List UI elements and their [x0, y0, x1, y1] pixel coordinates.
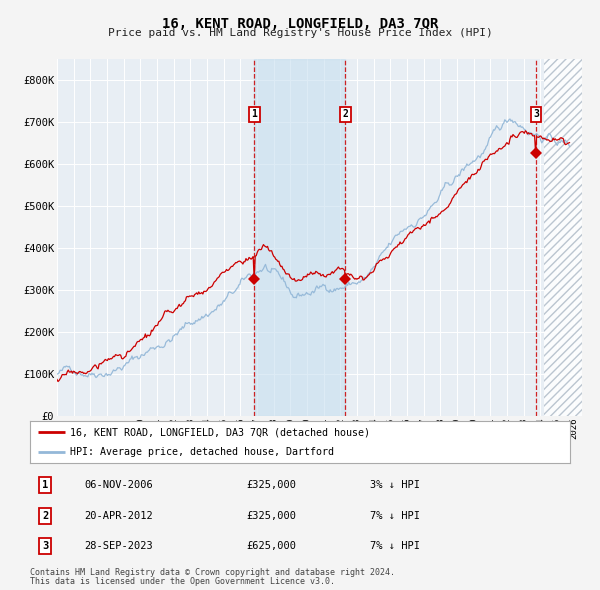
Text: 06-NOV-2006: 06-NOV-2006 [84, 480, 153, 490]
Text: 7% ↓ HPI: 7% ↓ HPI [370, 511, 420, 520]
Text: £625,000: £625,000 [246, 541, 296, 551]
Text: 28-SEP-2023: 28-SEP-2023 [84, 541, 153, 551]
Text: 1: 1 [42, 480, 48, 490]
Text: 3% ↓ HPI: 3% ↓ HPI [370, 480, 420, 490]
Text: 7% ↓ HPI: 7% ↓ HPI [370, 541, 420, 551]
Text: 20-APR-2012: 20-APR-2012 [84, 511, 153, 520]
Text: Price paid vs. HM Land Registry's House Price Index (HPI): Price paid vs. HM Land Registry's House … [107, 28, 493, 38]
Text: 16, KENT ROAD, LONGFIELD, DA3 7QR: 16, KENT ROAD, LONGFIELD, DA3 7QR [162, 17, 438, 31]
Text: 2: 2 [42, 511, 48, 520]
Text: 16, KENT ROAD, LONGFIELD, DA3 7QR (detached house): 16, KENT ROAD, LONGFIELD, DA3 7QR (detac… [71, 427, 371, 437]
Bar [254, 59, 346, 416]
Text: HPI: Average price, detached house, Dartford: HPI: Average price, detached house, Dart… [71, 447, 335, 457]
Text: £325,000: £325,000 [246, 511, 296, 520]
Text: 2: 2 [343, 109, 348, 119]
Text: 1: 1 [251, 109, 257, 119]
Text: This data is licensed under the Open Government Licence v3.0.: This data is licensed under the Open Gov… [30, 577, 335, 586]
Bar [544, 59, 582, 416]
Text: 3: 3 [42, 541, 48, 551]
Text: Contains HM Land Registry data © Crown copyright and database right 2024.: Contains HM Land Registry data © Crown c… [30, 568, 395, 576]
Text: £325,000: £325,000 [246, 480, 296, 490]
Text: 3: 3 [533, 109, 539, 119]
